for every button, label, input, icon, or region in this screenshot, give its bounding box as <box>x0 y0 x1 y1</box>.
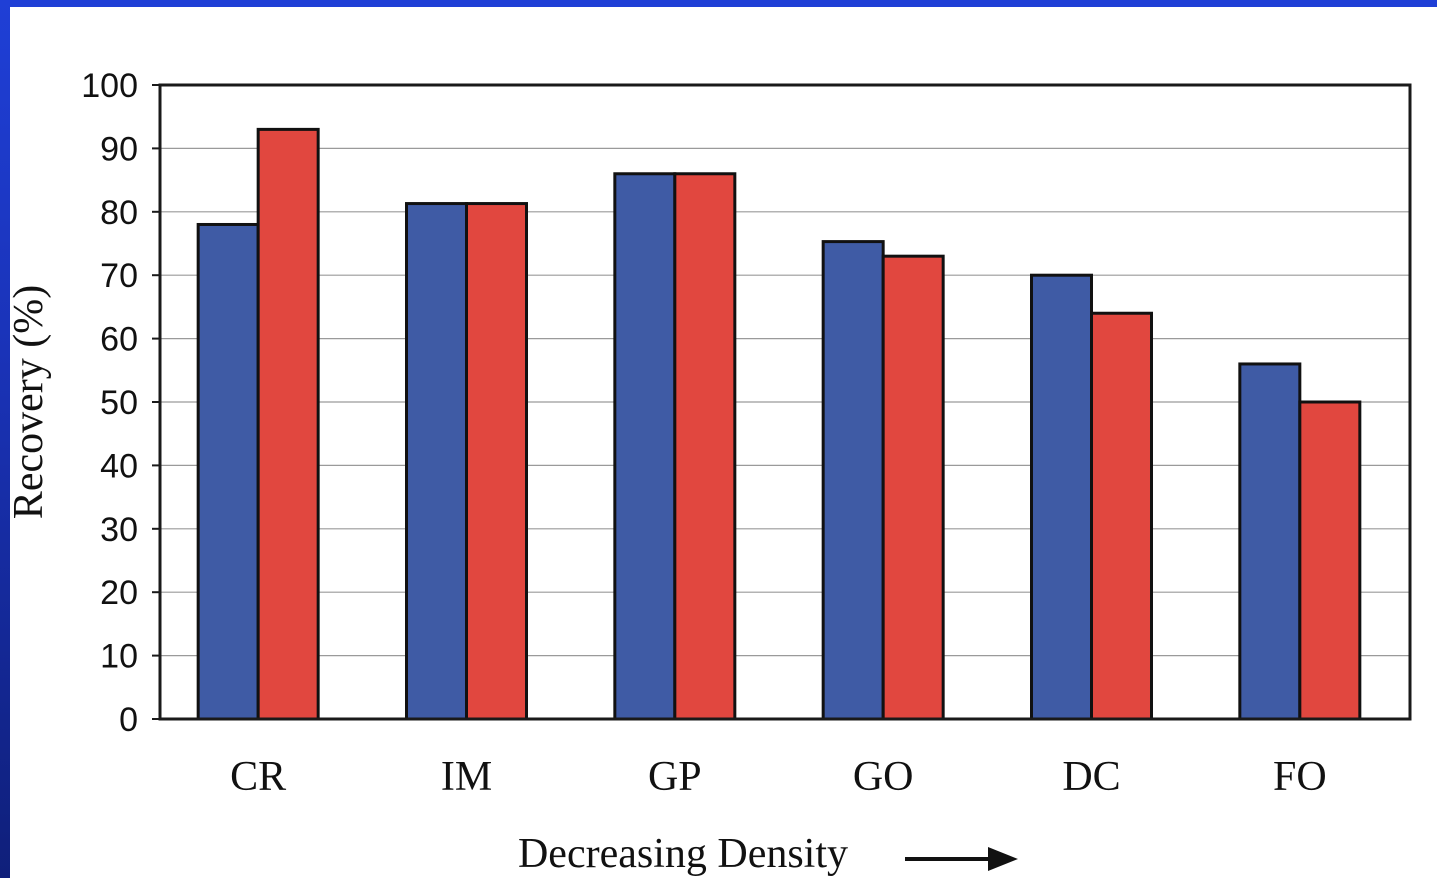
bar-fo-2 <box>1298 400 1362 721</box>
x-tick-label-gp: GP <box>648 754 702 800</box>
y-tick-label: 10 <box>100 638 138 676</box>
gridlines <box>160 147 1410 657</box>
chart-panel: 0 10 20 30 40 50 60 70 80 90 100 CR IM GP GO DC FO Reco… <box>10 7 1437 878</box>
x-tick-label-im: IM <box>441 754 492 800</box>
x-tick-label-dc: DC <box>1062 754 1120 800</box>
y-tick-label: 90 <box>100 130 138 168</box>
x-tick-label-fo: FO <box>1273 754 1327 800</box>
y-tick-label: 60 <box>100 321 138 359</box>
bar-cr-1 <box>196 222 260 721</box>
y-tick-label: 30 <box>100 511 138 549</box>
bar-chart: 0 10 20 30 40 50 60 70 80 90 100 CR IM GP GO DC FO Reco… <box>10 67 1412 877</box>
bar-im-1 <box>405 202 468 721</box>
y-tick-label: 40 <box>100 447 138 485</box>
bar-im-2 <box>465 202 528 721</box>
bar-go-2 <box>881 254 945 721</box>
y-tick-label: 20 <box>100 574 138 612</box>
bars <box>196 127 1362 721</box>
x-axis-ticks: CR IM GP GO DC FO <box>230 754 1327 800</box>
y-tick-label: 100 <box>81 67 138 105</box>
y-axis-title: Recovery (%) <box>10 285 52 519</box>
bar-dc-1 <box>1030 273 1093 721</box>
y-tick-label: 50 <box>100 384 138 422</box>
arrow-head <box>988 847 1018 871</box>
bar-cr-2 <box>256 127 320 721</box>
right-arrow-icon <box>905 847 1018 871</box>
bar-gp-2 <box>673 172 737 721</box>
bar-fo-1 <box>1238 362 1302 721</box>
y-axis-ticks: 0 10 20 30 40 50 60 70 80 90 100 <box>81 67 160 739</box>
bar-dc-2 <box>1090 311 1153 721</box>
y-tick-label: 70 <box>100 257 138 295</box>
x-tick-label-cr: CR <box>230 754 286 800</box>
bar-gp-1 <box>613 172 677 721</box>
y-tick-label: 80 <box>100 194 138 232</box>
x-tick-label-go: GO <box>853 754 914 800</box>
x-axis-title: Decreasing Density <box>518 831 848 877</box>
y-tick-label: 0 <box>119 701 138 739</box>
bar-go-1 <box>821 240 885 721</box>
